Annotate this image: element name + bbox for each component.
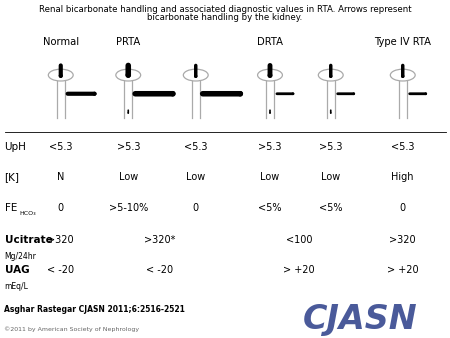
Text: HCO₃: HCO₃ xyxy=(19,211,36,216)
Text: PRTA: PRTA xyxy=(116,37,140,47)
Text: ©2011 by American Society of Nephrology: ©2011 by American Society of Nephrology xyxy=(4,327,140,332)
Text: Type IV RTA: Type IV RTA xyxy=(374,37,431,47)
Text: High: High xyxy=(392,172,414,183)
Text: mEq/L: mEq/L xyxy=(4,282,28,291)
Text: Normal: Normal xyxy=(43,37,79,47)
Text: >320: >320 xyxy=(47,235,74,245)
Text: Ucitrate: Ucitrate xyxy=(4,235,52,245)
Text: Low: Low xyxy=(119,172,138,183)
Text: <5.3: <5.3 xyxy=(49,142,72,152)
Text: < -20: < -20 xyxy=(146,265,173,275)
Text: Low: Low xyxy=(261,172,279,183)
Text: <5%: <5% xyxy=(258,203,282,213)
Text: Low: Low xyxy=(321,172,340,183)
Text: 0: 0 xyxy=(58,203,64,213)
Text: > +20: > +20 xyxy=(387,265,418,275)
Text: Mg/24hr: Mg/24hr xyxy=(4,252,36,261)
Text: FE: FE xyxy=(4,203,17,213)
Text: Low: Low xyxy=(186,172,205,183)
Text: > +20: > +20 xyxy=(284,265,315,275)
Text: 0: 0 xyxy=(193,203,199,213)
Text: <100: <100 xyxy=(286,235,312,245)
Text: DRTA: DRTA xyxy=(257,37,283,47)
Text: <5.3: <5.3 xyxy=(391,142,414,152)
Text: Asghar Rastegar CJASN 2011;6:2516-2521: Asghar Rastegar CJASN 2011;6:2516-2521 xyxy=(4,305,185,314)
Text: bicarbonate handling by the kidney.: bicarbonate handling by the kidney. xyxy=(148,13,302,22)
Text: [K]: [K] xyxy=(4,172,19,183)
Text: 0: 0 xyxy=(400,203,406,213)
Text: CJASN: CJASN xyxy=(303,303,417,336)
Text: >5-10%: >5-10% xyxy=(108,203,148,213)
Text: UpH: UpH xyxy=(4,142,27,152)
Text: N: N xyxy=(57,172,64,183)
Text: >320*: >320* xyxy=(144,235,176,245)
Text: >320: >320 xyxy=(389,235,416,245)
Text: <5.3: <5.3 xyxy=(184,142,207,152)
Text: >5.3: >5.3 xyxy=(319,142,342,152)
Text: <5%: <5% xyxy=(319,203,342,213)
Text: >5.3: >5.3 xyxy=(258,142,282,152)
Text: UAG: UAG xyxy=(4,265,29,275)
Text: >5.3: >5.3 xyxy=(117,142,140,152)
Text: < -20: < -20 xyxy=(47,265,74,275)
Text: Renal bicarbonate handling and associated diagnostic values in RTA. Arrows repre: Renal bicarbonate handling and associate… xyxy=(39,5,411,14)
